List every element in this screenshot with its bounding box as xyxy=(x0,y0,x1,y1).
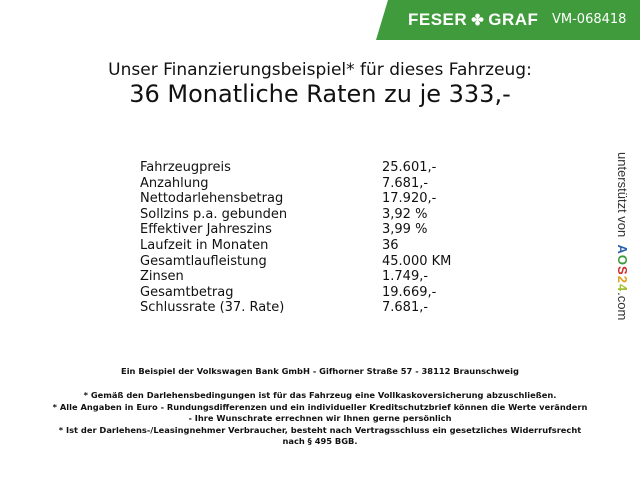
row-value: 25.601,- xyxy=(382,160,437,175)
row-label: Gesamtbetrag xyxy=(140,284,234,300)
clover-icon: ✤ xyxy=(471,12,485,29)
row-value: 7.681,- xyxy=(382,175,429,191)
brand-banner xyxy=(376,0,640,40)
credit-prefix: unterstützt von xyxy=(615,152,630,238)
row-value: 45.000 KM xyxy=(382,253,452,269)
row-label: Anzahlung xyxy=(140,175,209,191)
brand-logo: FESER ✤ GRAF xyxy=(408,10,538,30)
aos24-credit: unterstützt von AOS24.com xyxy=(615,152,630,320)
vehicle-id: VM-068418 xyxy=(552,12,627,27)
brand-name-right: GRAF xyxy=(488,10,539,29)
row-label: Effektiver Jahreszins xyxy=(140,222,272,238)
footnote: nach § 495 BGB. xyxy=(282,436,358,446)
table-row: Zinsen 1.749,- xyxy=(140,269,470,285)
table-row: Schlussrate (37. Rate) 7.681,- xyxy=(140,300,470,316)
rate-headline: 36 Monatliche Raten zu je 333,- xyxy=(129,80,511,108)
footnote: * Alle Angaben in Euro - Rundungsdiffere… xyxy=(52,402,588,412)
row-value: 1.749,- xyxy=(382,269,429,285)
credit-suffix: .com xyxy=(615,292,630,321)
table-row: Laufzeit in Monaten 36 xyxy=(140,238,470,254)
row-value: 19.669,- xyxy=(382,284,437,300)
row-label: Zinsen xyxy=(140,269,184,285)
footnote: * Gemäß den Darlehensbedingungen ist für… xyxy=(83,390,557,400)
headline: Unser Finanzierungsbeispiel* für dieses … xyxy=(108,60,532,80)
row-label: Fahrzeugpreis xyxy=(140,160,231,175)
table-row: Effektiver Jahreszins 3,99 % xyxy=(140,222,470,238)
table-row: Gesamtlaufleistung 45.000 KM xyxy=(140,254,470,270)
bank-info: Ein Beispiel der Volkswagen Bank GmbH - … xyxy=(121,366,519,376)
row-label: Gesamtlaufleistung xyxy=(140,253,267,269)
row-label: Schlussrate (37. Rate) xyxy=(140,300,285,316)
table-row: Gesamtbetrag 19.669,- xyxy=(140,285,470,301)
row-value: 17.920,- xyxy=(382,191,437,207)
row-value: 36 xyxy=(382,237,399,253)
row-label: Laufzeit in Monaten xyxy=(140,237,269,253)
table-row: Anzahlung 7.681,- xyxy=(140,176,470,192)
footnote: * Ist der Darlehens-/Leasingnehmer Verbr… xyxy=(58,425,582,435)
row-value: 3,92 % xyxy=(382,206,428,222)
finance-table: Fahrzeugpreis 25.601,- Anzahlung 7.681,- N… xyxy=(140,160,470,316)
aos24-logo: AOS24 xyxy=(615,244,630,293)
footnote: - Ihre Wunschrate errechnen wir Ihnen ge… xyxy=(188,413,452,423)
table-row: Fahrzeugpreis 25.601,- xyxy=(140,160,470,176)
row-label: Nettodarlehensbetrag xyxy=(140,191,284,207)
brand-name-left: FESER xyxy=(408,10,468,29)
table-row: Sollzins p.a. gebunden 3,92 % xyxy=(140,207,470,223)
table-row: Nettodarlehensbetrag 17.920,- xyxy=(140,191,470,207)
row-value: 3,99 % xyxy=(382,222,428,238)
row-label: Sollzins p.a. gebunden xyxy=(140,206,288,222)
row-value: 7.681,- xyxy=(382,300,429,316)
